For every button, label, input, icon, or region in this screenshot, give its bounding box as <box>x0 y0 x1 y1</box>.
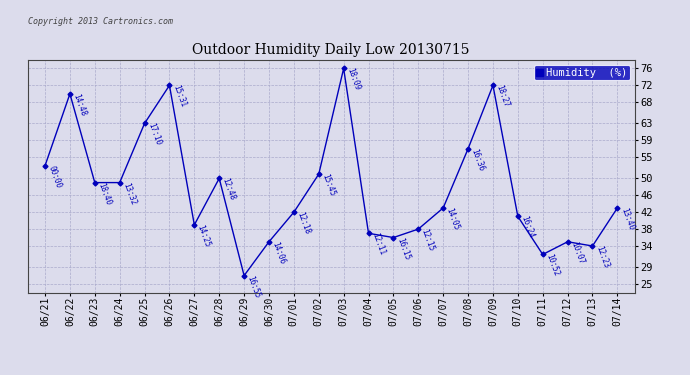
Text: 15:45: 15:45 <box>320 173 337 198</box>
Text: 16:15: 16:15 <box>395 236 411 261</box>
Text: 12:18: 12:18 <box>295 211 312 236</box>
Title: Outdoor Humidity Daily Low 20130715: Outdoor Humidity Daily Low 20130715 <box>193 44 470 57</box>
Text: 13:32: 13:32 <box>121 181 137 206</box>
Text: 18:09: 18:09 <box>345 67 362 92</box>
Text: 16:36: 16:36 <box>469 147 486 172</box>
Text: Copyright 2013 Cartronics.com: Copyright 2013 Cartronics.com <box>28 17 172 26</box>
Text: 00:00: 00:00 <box>46 164 63 189</box>
Text: 10:07: 10:07 <box>569 240 585 265</box>
Text: 14:25: 14:25 <box>196 224 212 248</box>
Text: 15:31: 15:31 <box>171 84 187 109</box>
Legend: Humidity  (%): Humidity (%) <box>534 65 629 80</box>
Text: 17:10: 17:10 <box>146 122 162 147</box>
Text: 10:52: 10:52 <box>544 253 560 278</box>
Text: 13:40: 13:40 <box>619 207 635 231</box>
Text: 12:48: 12:48 <box>221 177 237 202</box>
Text: 12:23: 12:23 <box>594 244 610 269</box>
Text: 14:48: 14:48 <box>71 92 88 117</box>
Text: 14:06: 14:06 <box>270 240 287 265</box>
Text: 14:05: 14:05 <box>444 207 461 231</box>
Text: 18:40: 18:40 <box>96 181 112 206</box>
Text: 12:15: 12:15 <box>420 228 436 252</box>
Text: 16:24: 16:24 <box>520 215 535 240</box>
Text: 16:55: 16:55 <box>246 274 262 299</box>
Text: 18:27: 18:27 <box>494 84 511 109</box>
Text: 12:11: 12:11 <box>370 232 386 257</box>
